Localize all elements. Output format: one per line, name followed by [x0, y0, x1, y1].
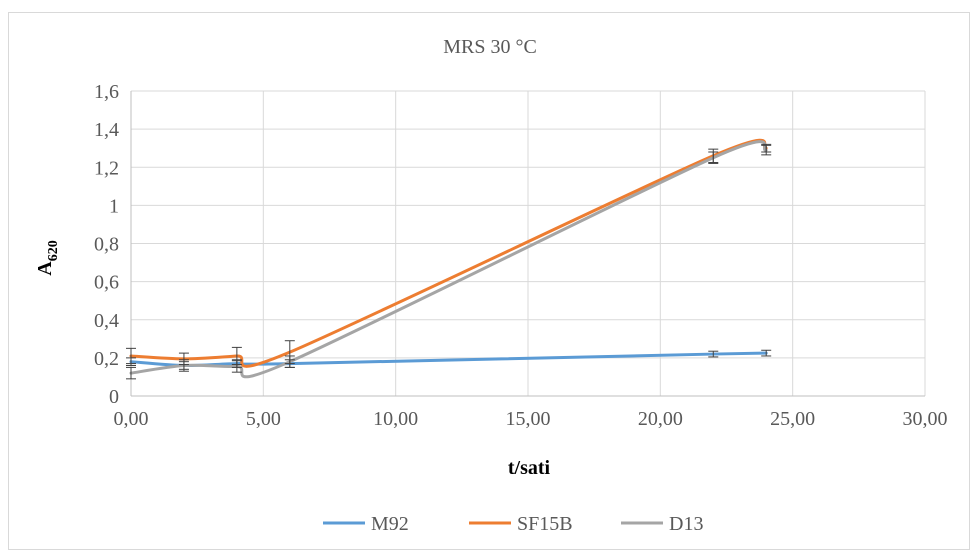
y-tick-label: 1,4: [94, 119, 119, 141]
y-tick-label: 1,2: [94, 157, 119, 179]
y-tick-label: 0: [109, 386, 119, 408]
x-tick-label: 15,00: [506, 408, 551, 430]
legend-item-m92: M92: [323, 513, 409, 535]
error-bar-d13: [126, 366, 136, 380]
x-tick-label: 5,00: [246, 408, 281, 430]
error-bar-sf15b: [126, 347, 136, 365]
y-axis-title-subscript: 620: [46, 240, 61, 261]
error-bar-d13: [284, 355, 295, 368]
series-line-sf15b: [129, 138, 768, 368]
y-tick-label: 1: [109, 195, 119, 217]
series-line-d13: [129, 140, 768, 379]
legend-item-sf15b: SF15B: [469, 513, 573, 535]
x-tick-label: 30,00: [903, 408, 948, 430]
error-bar-d13: [761, 144, 772, 156]
legend-item-d13: D13: [621, 513, 703, 535]
error-bar-m92: [708, 350, 719, 358]
series-lines: [129, 138, 768, 379]
x-tick-label: 10,00: [373, 408, 418, 430]
y-tick-label: 0,8: [94, 234, 119, 256]
legend-label: SF15B: [517, 513, 573, 535]
error-bar-d13: [231, 360, 242, 373]
y-tick-labels: 0 0,2 0,4 0,6 0,8 1 1,2 1,4 1,6: [94, 81, 119, 408]
x-axis-title: t/sati: [508, 457, 551, 479]
error-bar-d13: [708, 151, 719, 164]
error-bars: [126, 143, 772, 380]
error-bar-d13: [178, 359, 189, 372]
x-tick-label: 0,00: [114, 408, 149, 430]
x-tick-labels: 0,00 5,00 10,00 15,00 20,00 25,00 30,00: [114, 408, 948, 430]
y-tick-label: 1,6: [94, 81, 119, 103]
series-line-m92: [129, 351, 768, 368]
chart-area: MRS 30 °C 0 0,2 0,4 0,6 0,8 1 1,2 1,4 1,6 0,00 5,…: [8, 12, 970, 550]
legend-label: D13: [669, 513, 703, 535]
y-tick-label: 0,2: [94, 348, 119, 370]
chart-title: MRS 30 °C: [443, 36, 537, 58]
error-bar-m92: [761, 349, 772, 357]
x-tick-label: 20,00: [638, 408, 683, 430]
y-axis-title: A620: [34, 240, 61, 275]
y-tick-label: 0,6: [94, 272, 119, 294]
line-chart: MRS 30 °C 0 0,2 0,4 0,6 0,8 1 1,2 1,4 1,6 0,00 5,…: [34, 36, 948, 535]
x-tick-label: 25,00: [770, 408, 815, 430]
legend-label: M92: [371, 513, 409, 535]
legend: M92 SF15B D13: [323, 513, 703, 535]
y-axis-title-main: A: [34, 261, 56, 276]
gridlines: [130, 90, 926, 397]
y-tick-label: 0,4: [94, 310, 119, 332]
